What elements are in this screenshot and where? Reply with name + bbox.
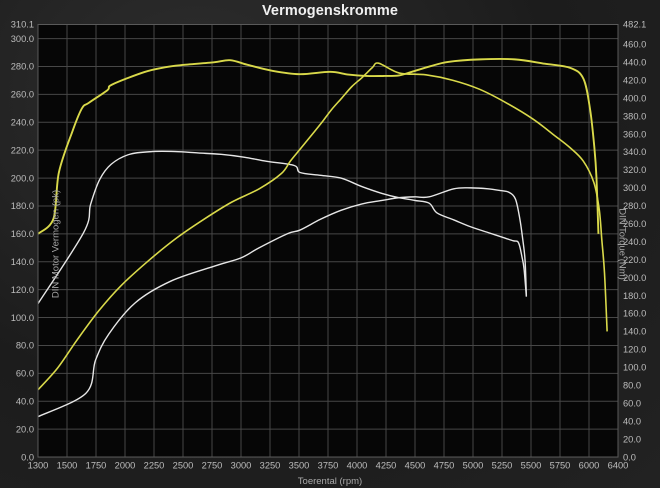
svg-text:140.0: 140.0 <box>623 327 646 337</box>
svg-text:482.1: 482.1 <box>623 20 646 30</box>
svg-text:440.0: 440.0 <box>623 57 646 67</box>
svg-text:6400: 6400 <box>608 461 629 471</box>
svg-text:60.0: 60.0 <box>16 369 34 379</box>
svg-text:340.0: 340.0 <box>623 147 646 157</box>
svg-text:260.0: 260.0 <box>11 90 34 100</box>
svg-text:80.0: 80.0 <box>16 341 34 351</box>
svg-text:460.0: 460.0 <box>623 40 646 50</box>
svg-text:4500: 4500 <box>405 461 426 471</box>
svg-text:180.0: 180.0 <box>623 291 646 301</box>
svg-text:3750: 3750 <box>318 461 339 471</box>
svg-text:3500: 3500 <box>289 461 310 471</box>
svg-text:240.0: 240.0 <box>11 117 34 127</box>
svg-text:160.0: 160.0 <box>623 309 646 319</box>
svg-text:80.0: 80.0 <box>623 380 641 390</box>
svg-text:400.0: 400.0 <box>623 93 646 103</box>
svg-text:6000: 6000 <box>579 461 600 471</box>
svg-text:300.0: 300.0 <box>11 34 34 44</box>
svg-text:220.0: 220.0 <box>11 145 34 155</box>
svg-text:20.0: 20.0 <box>623 434 641 444</box>
svg-text:1300: 1300 <box>28 461 49 471</box>
svg-text:2750: 2750 <box>202 461 223 471</box>
svg-text:280.0: 280.0 <box>11 62 34 72</box>
svg-text:2250: 2250 <box>144 461 165 471</box>
svg-text:310.1: 310.1 <box>11 20 34 30</box>
svg-text:3000: 3000 <box>231 461 252 471</box>
svg-text:360.0: 360.0 <box>623 129 646 139</box>
svg-text:4750: 4750 <box>434 461 455 471</box>
svg-text:100.0: 100.0 <box>11 313 34 323</box>
svg-text:4000: 4000 <box>347 461 368 471</box>
svg-text:420.0: 420.0 <box>623 75 646 85</box>
svg-text:320.0: 320.0 <box>623 165 646 175</box>
svg-text:300.0: 300.0 <box>623 183 646 193</box>
svg-text:140.0: 140.0 <box>11 257 34 267</box>
svg-text:120.0: 120.0 <box>11 285 34 295</box>
svg-text:20.0: 20.0 <box>16 424 34 434</box>
svg-text:60.0: 60.0 <box>623 398 641 408</box>
svg-text:5000: 5000 <box>463 461 484 471</box>
svg-text:5250: 5250 <box>492 461 513 471</box>
svg-text:3250: 3250 <box>260 461 281 471</box>
svg-text:100.0: 100.0 <box>623 363 646 373</box>
svg-text:1500: 1500 <box>57 461 78 471</box>
svg-text:40.0: 40.0 <box>623 416 641 426</box>
svg-text:160.0: 160.0 <box>11 229 34 239</box>
svg-text:5500: 5500 <box>521 461 542 471</box>
svg-text:2500: 2500 <box>173 461 194 471</box>
svg-text:380.0: 380.0 <box>623 111 646 121</box>
svg-text:4250: 4250 <box>376 461 397 471</box>
svg-text:2000: 2000 <box>115 461 136 471</box>
svg-text:180.0: 180.0 <box>11 201 34 211</box>
svg-text:1750: 1750 <box>86 461 107 471</box>
svg-text:40.0: 40.0 <box>16 396 34 406</box>
svg-text:5750: 5750 <box>550 461 571 471</box>
svg-text:200.0: 200.0 <box>11 173 34 183</box>
svg-text:120.0: 120.0 <box>623 345 646 355</box>
